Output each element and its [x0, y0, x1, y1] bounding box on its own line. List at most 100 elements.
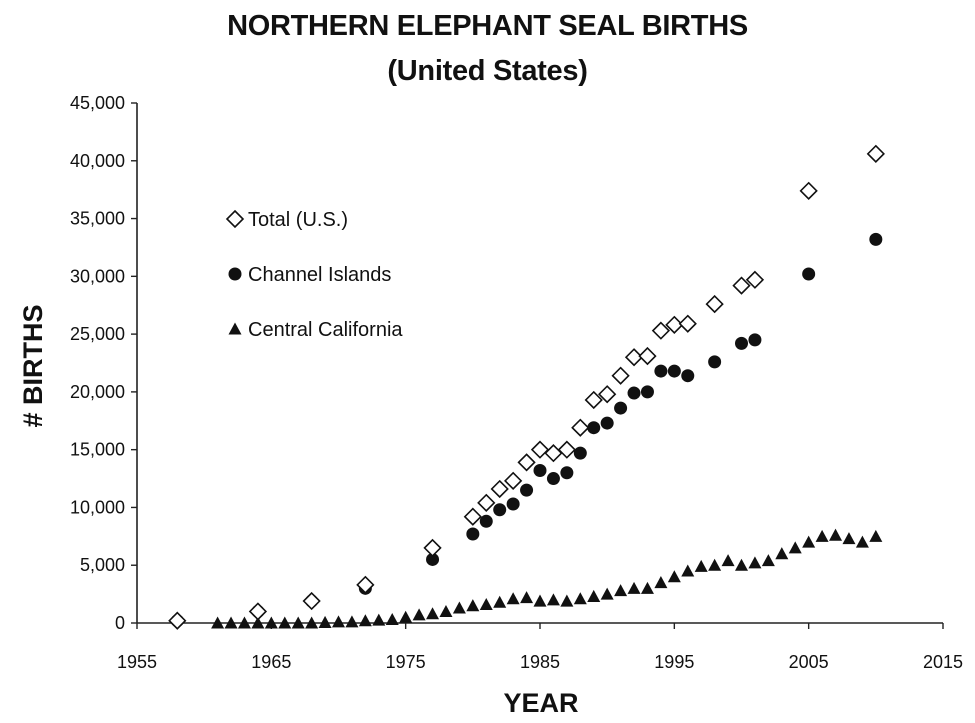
chart-subtitle: (United States): [387, 55, 588, 87]
data-point: [412, 608, 426, 621]
data-point: [479, 598, 493, 611]
data-point: [520, 483, 534, 497]
data-point: [681, 369, 695, 383]
y-tick-label: 45,000: [70, 93, 125, 113]
data-point: [168, 611, 187, 630]
x-tick-label: 1955: [117, 652, 157, 672]
data-point: [520, 591, 534, 604]
data-point: [423, 538, 442, 558]
x-tick-label: 1975: [386, 652, 426, 672]
data-point: [788, 541, 802, 554]
data-point: [651, 321, 671, 340]
data-point: [426, 607, 440, 620]
data-point: [237, 616, 251, 629]
data-point: [665, 315, 684, 334]
legend-marker: [228, 267, 242, 281]
x-tick-label: 1985: [520, 652, 560, 672]
legend-marker: [225, 209, 245, 229]
data-point: [291, 616, 305, 629]
data-point: [708, 558, 722, 571]
data-point: [248, 602, 268, 621]
data-point: [573, 446, 587, 460]
data-point: [611, 366, 630, 385]
data-point: [638, 346, 657, 366]
legend-label: Central California: [248, 319, 403, 341]
y-tick-label: 10,000: [70, 497, 125, 517]
data-point: [721, 554, 735, 567]
data-point: [466, 527, 480, 541]
data-point: [530, 440, 550, 459]
data-point: [842, 532, 856, 545]
data-point: [667, 570, 681, 583]
data-point: [761, 554, 775, 567]
data-point: [584, 390, 603, 410]
data-point: [732, 276, 751, 295]
data-point: [802, 267, 816, 281]
data-point: [708, 355, 722, 369]
data-point: [829, 528, 843, 541]
data-point: [356, 575, 375, 594]
data-point: [372, 613, 386, 626]
data-point: [345, 615, 359, 628]
data-point: [493, 595, 507, 608]
data-point: [640, 581, 654, 594]
y-axis-ticks: 0 5,000 10,000 15,000 20,000 25,000 30,000 35,0…: [70, 93, 137, 633]
legend-label: Total (U.S.): [248, 209, 348, 231]
data-point: [560, 594, 574, 607]
data-point: [678, 314, 697, 333]
data-point: [802, 535, 816, 548]
data-point: [506, 592, 520, 605]
data-point: [627, 581, 641, 594]
data-point: [614, 401, 628, 415]
data-point: [533, 594, 547, 607]
data-point: [627, 386, 641, 400]
y-tick-label: 5,000: [80, 555, 125, 575]
data-point: [305, 616, 319, 629]
data-point: [477, 493, 496, 512]
data-point: [654, 576, 668, 589]
x-axis-label: YEAR: [503, 688, 578, 718]
data-point: [546, 472, 560, 486]
data-marks: [168, 144, 885, 630]
y-tick-label: 0: [115, 613, 125, 633]
data-point: [600, 587, 614, 600]
data-point: [799, 181, 818, 200]
data-point: [426, 552, 440, 566]
data-point: [517, 453, 536, 472]
data-point: [463, 507, 482, 526]
data-point: [815, 529, 829, 542]
y-tick-label: 40,000: [70, 151, 125, 171]
y-tick-label: 15,000: [70, 440, 125, 460]
x-axis-ticks: 1955 1965 1975 1985 1995 2005 2015: [117, 623, 963, 672]
data-point: [211, 616, 225, 629]
y-tick-label: 30,000: [70, 266, 125, 286]
data-point: [399, 610, 413, 623]
data-point: [385, 613, 399, 626]
data-point: [546, 593, 560, 606]
data-point: [251, 616, 265, 629]
data-point: [490, 479, 509, 499]
axes: [136, 103, 943, 624]
data-point: [571, 418, 590, 437]
data-point: [479, 514, 493, 528]
data-point: [735, 558, 748, 571]
data-point: [302, 591, 321, 611]
data-point: [624, 348, 644, 367]
data-point: [358, 614, 372, 627]
y-tick-label: 20,000: [70, 382, 125, 402]
data-point: [587, 589, 601, 602]
series-channel-islands: [170, 232, 883, 628]
data-point: [748, 556, 762, 569]
data-point: [264, 616, 278, 629]
series-central-california: [211, 528, 883, 629]
data-point: [560, 466, 574, 480]
data-point: [573, 592, 587, 605]
x-tick-label: 2015: [923, 652, 963, 672]
data-point: [557, 440, 576, 459]
y-axis-label: # BIRTHS: [18, 304, 48, 427]
data-point: [654, 364, 668, 378]
data-point: [866, 144, 885, 163]
legend-marker: [228, 322, 242, 335]
chart-title: NORTHERN ELEPHANT SEAL BIRTHS: [227, 10, 748, 42]
